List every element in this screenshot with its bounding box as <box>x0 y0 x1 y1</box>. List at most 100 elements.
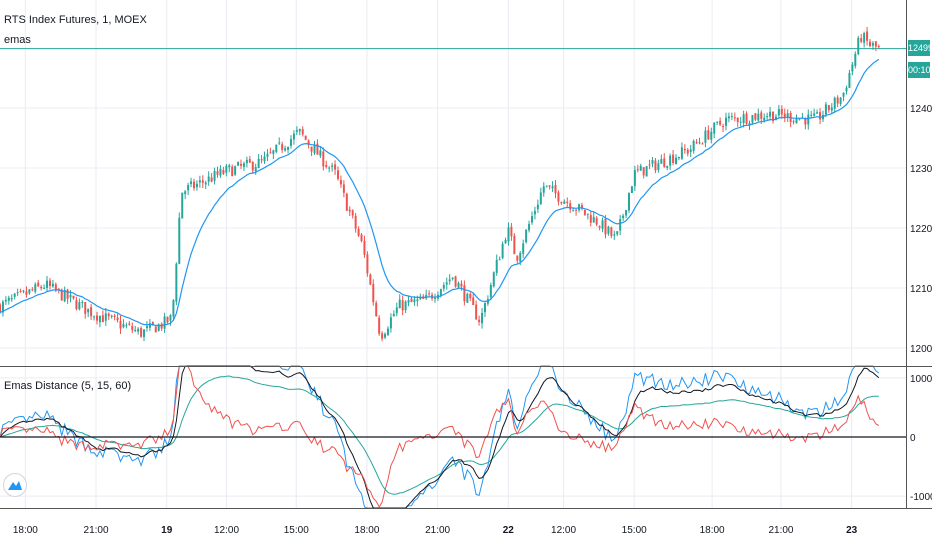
ema-line[interactable] <box>0 58 880 327</box>
candle-body[interactable] <box>210 177 213 182</box>
candle-body[interactable] <box>342 184 345 193</box>
candle-body[interactable] <box>583 209 586 215</box>
candle-body[interactable] <box>128 323 131 325</box>
candle-body[interactable] <box>328 167 331 169</box>
candle-body[interactable] <box>310 146 313 152</box>
candle-body[interactable] <box>607 226 610 234</box>
candle-body[interactable] <box>730 116 733 118</box>
candle-body[interactable] <box>354 215 357 229</box>
candle-body[interactable] <box>104 313 107 321</box>
candle-body[interactable] <box>536 204 539 210</box>
candle-body[interactable] <box>551 186 554 189</box>
candle-body[interactable] <box>669 155 672 166</box>
candle-body[interactable] <box>448 279 451 282</box>
candle-body[interactable] <box>363 240 366 255</box>
candle-body[interactable] <box>84 302 87 314</box>
candle-body[interactable] <box>0 304 1 313</box>
indicator-label[interactable]: emas <box>4 34 31 46</box>
candle-body[interactable] <box>116 317 119 321</box>
candle-body[interactable] <box>604 218 607 235</box>
candle-body[interactable] <box>772 111 775 121</box>
candle-body[interactable] <box>466 293 469 303</box>
candle-body[interactable] <box>766 116 769 118</box>
sub-indicator-label[interactable]: Emas Distance (5, 15, 60) <box>4 380 132 392</box>
candle-body[interactable] <box>357 229 360 236</box>
candle-body[interactable] <box>478 319 481 322</box>
candle-body[interactable] <box>769 111 772 117</box>
candle-body[interactable] <box>231 166 234 177</box>
candle-body[interactable] <box>316 143 319 155</box>
candle-body[interactable] <box>651 160 654 164</box>
candle-body[interactable] <box>66 289 69 299</box>
candle-body[interactable] <box>451 277 454 279</box>
candle-body[interactable] <box>301 129 304 135</box>
candle-body[interactable] <box>54 284 57 291</box>
candle-body[interactable] <box>736 117 739 123</box>
candle-body[interactable] <box>857 37 860 55</box>
candle-body[interactable] <box>413 299 416 303</box>
candle-body[interactable] <box>819 112 822 120</box>
candle-body[interactable] <box>134 329 137 331</box>
candle-body[interactable] <box>839 97 842 105</box>
candle-body[interactable] <box>298 128 301 132</box>
candle-body[interactable] <box>704 130 707 143</box>
candle-body[interactable] <box>539 192 542 205</box>
candle-body[interactable] <box>313 145 316 154</box>
candle-body[interactable] <box>657 163 660 170</box>
candle-body[interactable] <box>234 166 237 175</box>
candle-body[interactable] <box>81 302 84 304</box>
candle-body[interactable] <box>57 288 60 290</box>
tradingview-logo-icon[interactable] <box>3 473 27 497</box>
candle-body[interactable] <box>724 117 727 126</box>
candle-body[interactable] <box>757 113 760 121</box>
candle-body[interactable] <box>145 326 148 328</box>
candle-body[interactable] <box>563 201 566 204</box>
candle-body[interactable] <box>213 171 216 181</box>
candle-body[interactable] <box>345 193 348 211</box>
candle-body[interactable] <box>101 315 104 323</box>
candle-body[interactable] <box>619 219 622 231</box>
candle-body[interactable] <box>398 299 401 309</box>
candle-body[interactable] <box>695 142 698 144</box>
candle-body[interactable] <box>792 121 795 123</box>
candle-body[interactable] <box>43 287 46 289</box>
candle-body[interactable] <box>319 150 322 156</box>
candle-body[interactable] <box>16 292 19 294</box>
candle-body[interactable] <box>863 33 866 43</box>
candle-body[interactable] <box>360 234 363 241</box>
candle-body[interactable] <box>528 223 531 231</box>
candle-body[interactable] <box>698 142 701 144</box>
candle-body[interactable] <box>445 282 448 285</box>
candle-body[interactable] <box>727 116 730 119</box>
osc-line-slow[interactable] <box>0 375 879 495</box>
candle-body[interactable] <box>278 142 281 144</box>
osc-line-mid[interactable] <box>0 365 880 509</box>
candle-body[interactable] <box>530 216 533 223</box>
candle-body[interactable] <box>648 164 651 166</box>
candle-body[interactable] <box>675 157 678 165</box>
candle-body[interactable] <box>148 323 151 328</box>
candle-body[interactable] <box>860 38 863 42</box>
candle-body[interactable] <box>854 53 857 67</box>
candle-body[interactable] <box>439 289 442 296</box>
candle-body[interactable] <box>645 166 648 177</box>
candle-body[interactable] <box>325 165 328 167</box>
candle-body[interactable] <box>113 315 116 318</box>
candle-body[interactable] <box>395 307 398 314</box>
oscillator-pane[interactable] <box>0 365 906 509</box>
candle-body[interactable] <box>110 315 113 317</box>
candle-body[interactable] <box>281 144 284 150</box>
candle-body[interactable] <box>337 170 340 179</box>
candle-body[interactable] <box>627 193 630 211</box>
candle-body[interactable] <box>833 97 836 109</box>
candle-body[interactable] <box>845 87 848 92</box>
candle-body[interactable] <box>254 167 257 172</box>
candle-body[interactable] <box>492 272 495 287</box>
candle-body[interactable] <box>613 234 616 236</box>
candle-body[interactable] <box>877 46 880 48</box>
candle-body[interactable] <box>689 149 692 152</box>
candle-body[interactable] <box>754 113 757 120</box>
candle-body[interactable] <box>589 215 592 223</box>
candle-body[interactable] <box>713 122 716 134</box>
candle-body[interactable] <box>166 316 169 323</box>
